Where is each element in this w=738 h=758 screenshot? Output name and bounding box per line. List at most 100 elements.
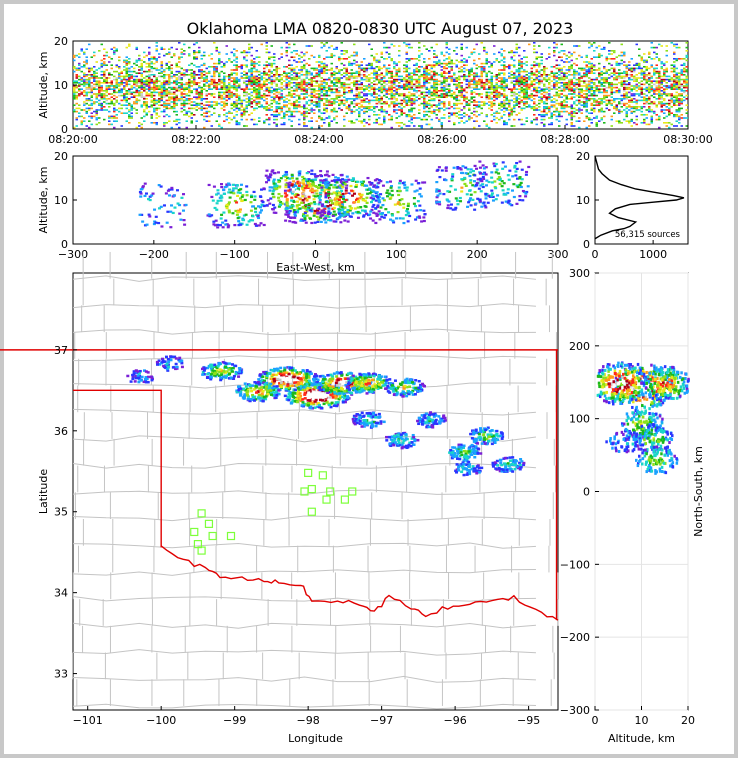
source-mark [365,80,368,82]
source-mark [358,114,361,116]
source-mark [460,59,463,62]
source-mark [578,93,581,95]
source-mark [520,123,523,126]
source-mark [480,66,483,68]
source-mark [625,88,628,90]
source-mark [223,106,226,108]
source-mark [600,85,603,87]
source-mark [405,58,408,60]
source-mark [240,109,243,111]
source-mark [405,45,408,47]
source-mark [223,80,226,82]
source-mark [75,117,78,119]
source-mark [383,94,386,97]
source-mark [438,62,441,65]
source-mark [130,77,133,79]
source-mark [220,85,223,87]
source-mark [643,98,646,100]
source-mark [635,62,638,65]
source-mark [153,85,156,87]
source-mark [390,117,393,119]
source-mark [205,77,208,79]
source-mark [325,72,328,74]
source-mark [245,88,248,90]
source-mark [203,98,206,100]
source-mark [433,64,436,66]
source-mark [100,94,103,97]
source-mark [305,96,308,98]
source-mark [553,88,556,90]
source-mark [355,80,358,82]
source-mark [608,62,611,65]
source-mark [630,90,633,92]
source-mark [578,54,581,57]
source-mark [280,83,283,86]
source-mark [253,58,256,60]
source-mark [590,102,593,105]
source-mark [208,85,211,87]
source-mark [335,72,338,74]
source-mark [348,90,351,92]
source-mark [608,53,611,55]
source-mark [640,83,643,86]
source-mark [625,67,628,70]
source-mark [240,85,243,87]
source-mark [423,99,426,102]
source-mark [378,98,381,100]
source-mark [115,99,118,102]
source-mark [595,88,598,90]
source-mark [88,88,91,90]
source-mark [525,78,528,81]
source-mark [593,99,596,102]
source-mark [300,78,303,81]
source-mark [100,106,103,108]
source-mark [310,93,313,95]
source-mark [425,123,428,126]
source-mark [208,88,211,90]
source-mark [308,99,311,102]
source-mark [358,67,361,70]
source-mark [398,86,401,89]
source-mark [503,88,506,90]
source-mark [178,85,181,87]
source-mark [558,94,561,97]
source-mark [560,69,563,71]
source-mark [203,118,206,121]
source-mark [353,62,356,65]
source-mark [503,106,506,108]
source-mark [640,88,643,90]
source-mark [635,106,638,108]
source-mark [620,98,623,100]
source-mark [245,66,248,68]
source-mark [643,118,646,121]
source-mark [413,72,416,74]
source-mark [90,85,93,87]
source-mark [153,82,156,84]
source-mark [438,90,441,92]
source-mark [220,94,223,97]
source-mark [100,62,103,65]
source-mark [230,72,233,74]
source-mark [590,86,593,89]
source-mark [403,94,406,97]
source-mark [535,117,538,119]
source-mark [448,77,451,79]
source-mark [630,110,633,113]
source-mark [498,118,501,121]
source-mark [155,77,158,79]
source-mark [415,91,418,94]
source-mark [278,93,281,95]
source-mark [473,126,476,129]
source-mark [440,51,443,54]
source-mark [118,90,121,92]
source-mark [175,123,178,126]
source-mark [570,82,573,84]
source-mark [513,72,516,74]
source-mark [395,90,398,92]
source-mark [225,86,228,89]
source-mark [380,53,383,55]
source-mark [355,118,358,121]
source-mark [255,104,258,106]
source-mark [523,56,526,58]
source-mark [605,86,608,89]
